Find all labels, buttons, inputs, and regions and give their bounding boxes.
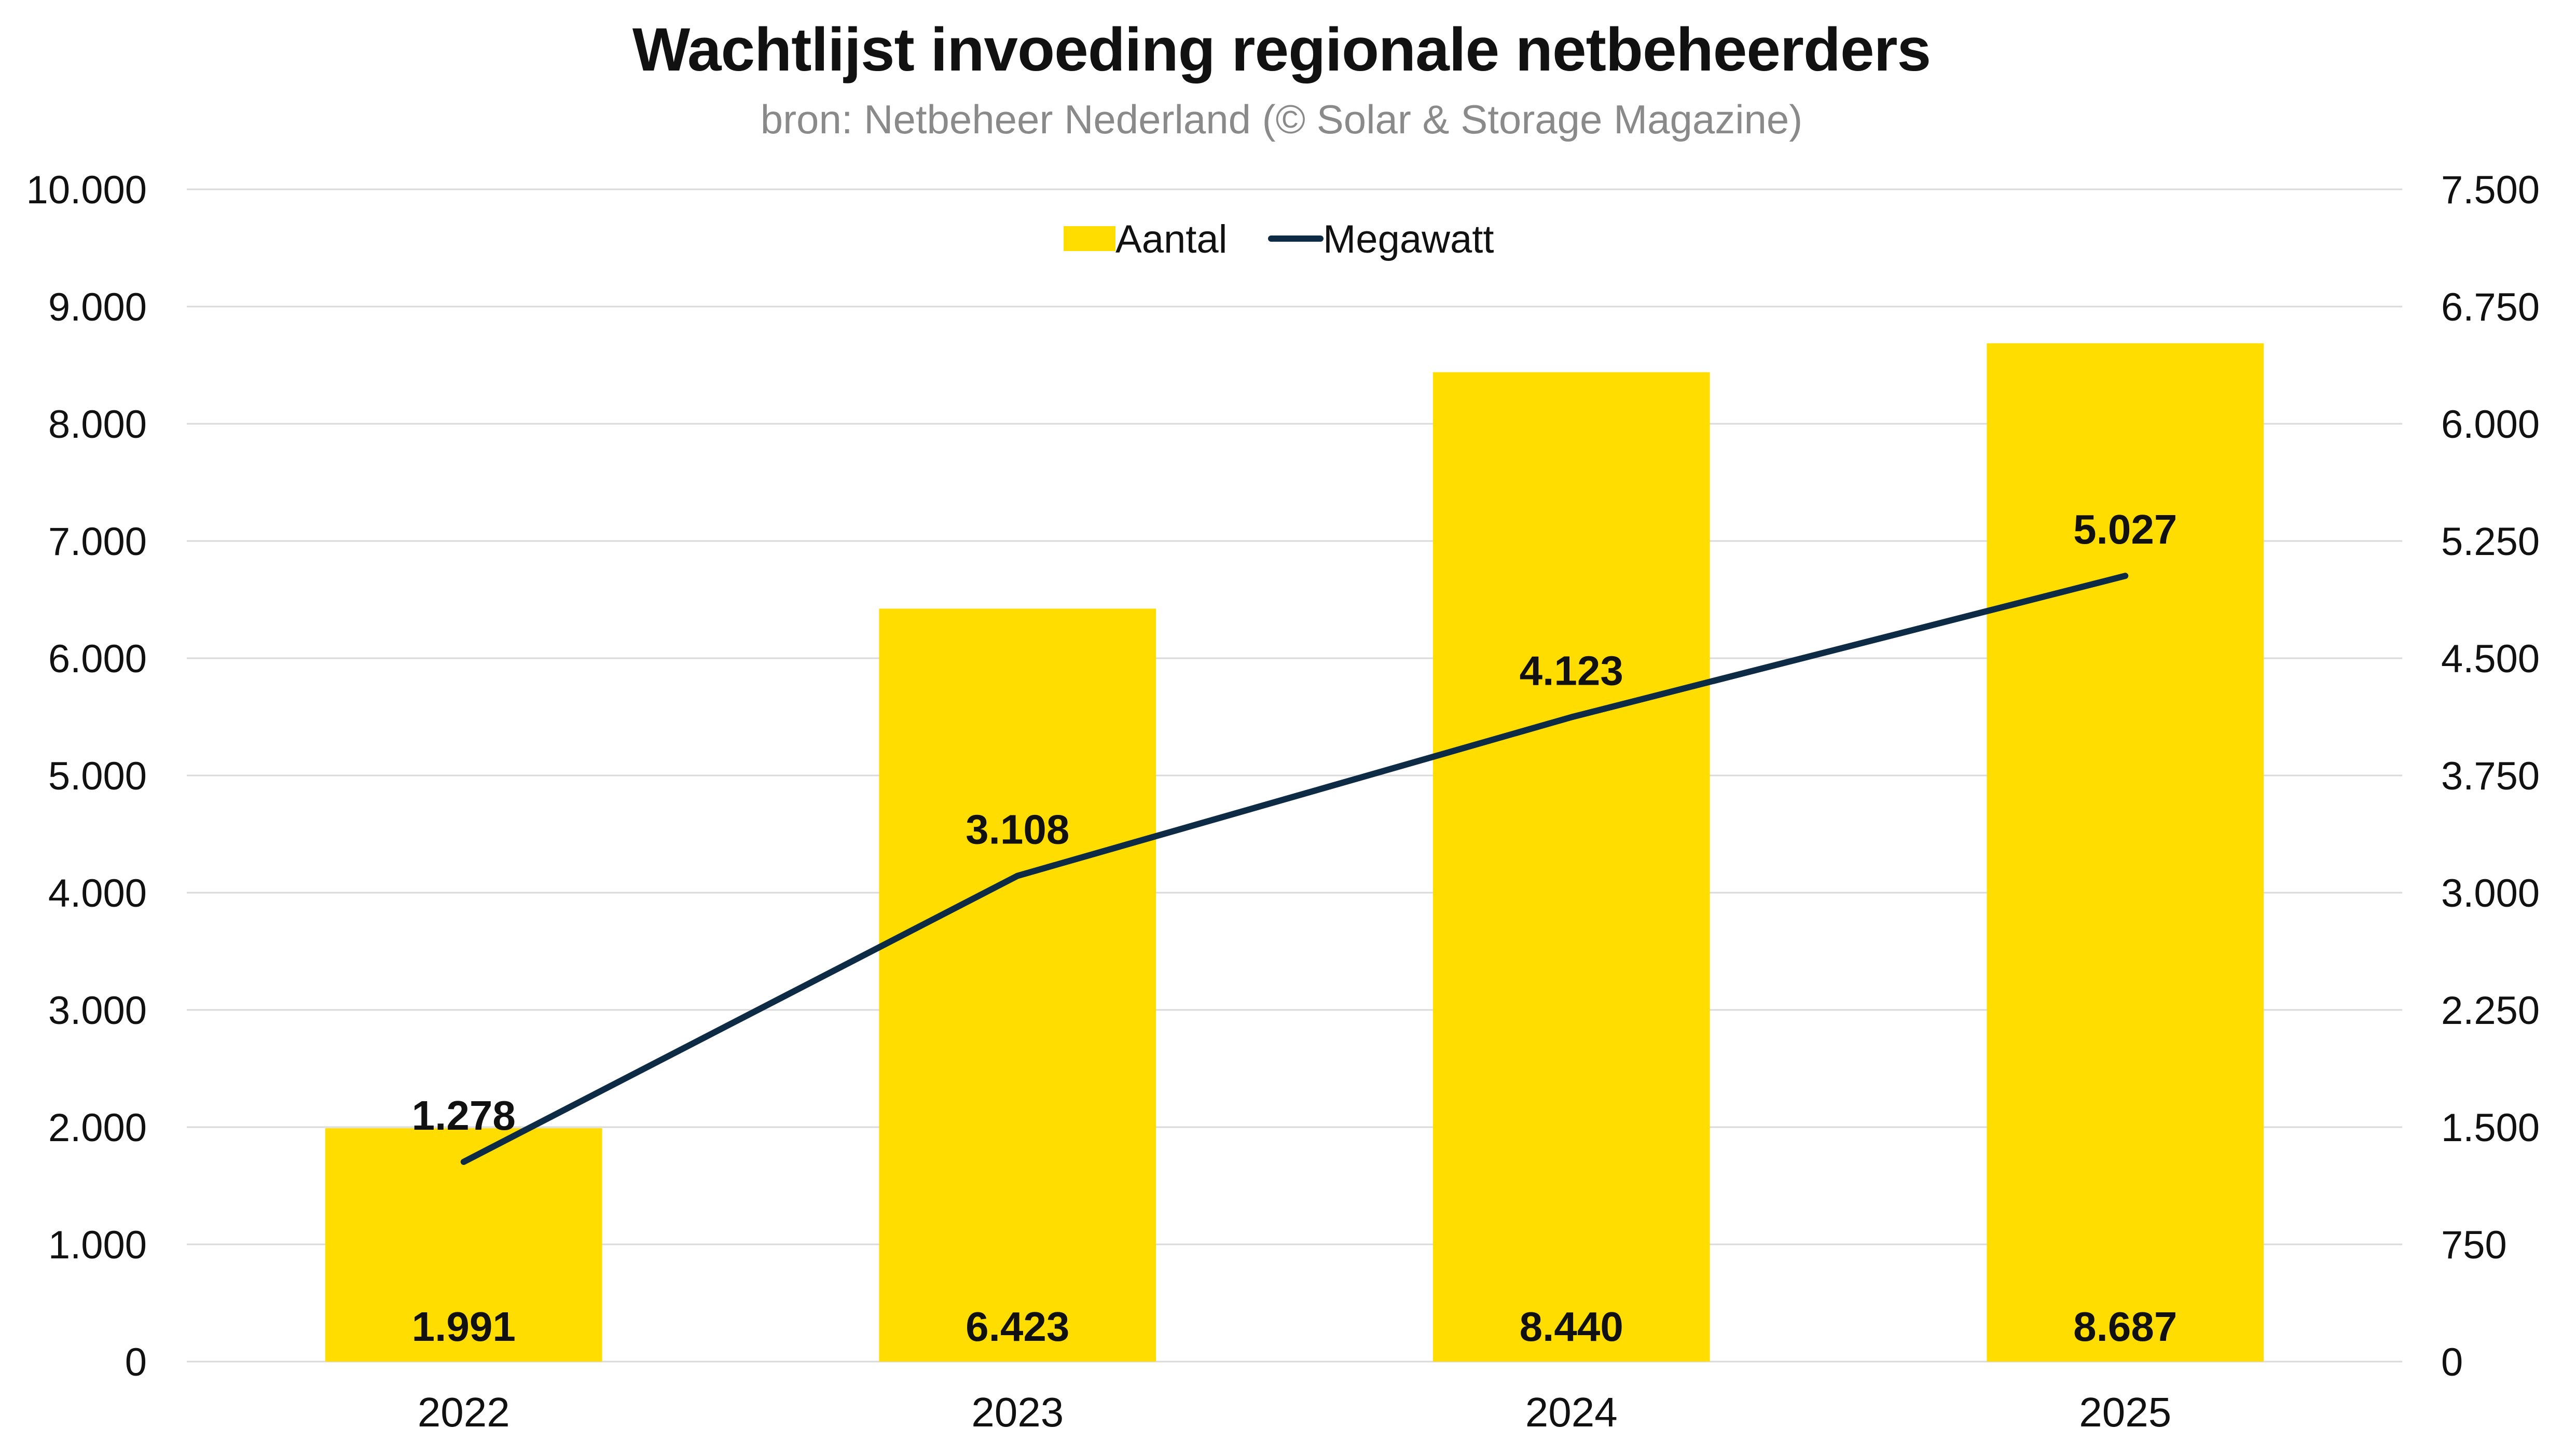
megawatt-line: [460, 573, 2129, 1165]
y-right-tick-label: 6.750: [2441, 285, 2540, 329]
megawatt-point: [461, 1159, 466, 1164]
y-right-tick-label: 1.500: [2441, 1106, 2540, 1150]
chart-title: Wachtlijst invoeding regionale netbeheer…: [632, 16, 1931, 84]
line-series: [460, 573, 2129, 1165]
bar-value-label: 1.991: [412, 1304, 516, 1350]
left-axis: 0 1.000 2.000 3.000 4.000 5.000 6.000 7.000 8.00…: [26, 168, 147, 1384]
x-tick-label: 2022: [418, 1389, 510, 1435]
line-value-label: 3.108: [966, 806, 1069, 852]
y-left-tick-label: 4.000: [48, 871, 147, 916]
data-labels: 1.991 6.423 8.440 8.687 1.278 3.108 4.123 5.027: [412, 506, 2178, 1350]
x-tick-label: 2025: [2079, 1389, 2171, 1435]
y-left-tick-label: 8.000: [48, 403, 147, 447]
bar-value-label: 8.440: [1520, 1304, 1623, 1350]
y-right-tick-label: 3.750: [2441, 754, 2540, 798]
legend-label-aantal: Aantal: [1115, 217, 1228, 261]
megawatt-point: [1015, 873, 1021, 879]
y-right-tick-label: 750: [2441, 1223, 2507, 1267]
legend-swatch-aantal: [1064, 226, 1115, 251]
y-left-tick-label: 2.000: [48, 1106, 147, 1150]
bar-2024: [1432, 372, 1710, 1362]
megawatt-point: [2123, 573, 2128, 579]
bar-2022: [325, 1128, 602, 1362]
y-left-tick-label: 6.000: [48, 637, 147, 681]
y-left-tick-label: 9.000: [48, 285, 147, 329]
right-axis: 0 750 1.500 2.250 3.000 3.750 4.500 5.250 6.000 6…: [2441, 168, 2540, 1384]
y-right-tick-label: 5.250: [2441, 520, 2540, 564]
line-value-label: 4.123: [1520, 648, 1623, 694]
y-left-tick-label: 5.000: [48, 754, 147, 798]
x-axis: 2022 2023 2024 2025: [418, 1389, 2171, 1435]
y-right-tick-label: 4.500: [2441, 637, 2540, 681]
y-right-tick-label: 7.500: [2441, 168, 2540, 212]
y-right-tick-label: 3.000: [2441, 871, 2540, 916]
legend[interactable]: Aantal Megawatt: [1064, 217, 1494, 261]
y-left-tick-label: 3.000: [48, 989, 147, 1033]
line-value-label: 1.278: [412, 1092, 516, 1139]
chart-subtitle: bron: Netbeheer Nederland (© Solar & Sto…: [760, 96, 1803, 142]
bar-2023: [879, 608, 1156, 1362]
y-right-tick-label: 6.000: [2441, 403, 2540, 447]
y-right-tick-label: 2.250: [2441, 989, 2540, 1033]
y-right-tick-label: 0: [2441, 1340, 2463, 1384]
x-tick-label: 2024: [1525, 1389, 1618, 1435]
legend-label-megawatt: Megawatt: [1323, 217, 1494, 261]
y-left-tick-label: 7.000: [48, 520, 147, 564]
y-left-tick-label: 0: [125, 1340, 147, 1384]
megawatt-point: [1568, 714, 1574, 720]
y-left-tick-label: 10.000: [26, 168, 147, 212]
bar-2025: [1987, 343, 2264, 1362]
bar-value-label: 6.423: [966, 1304, 1069, 1350]
x-tick-label: 2023: [971, 1389, 1064, 1435]
line-value-label: 5.027: [2073, 506, 2177, 552]
bars: [325, 343, 2264, 1362]
bar-value-label: 8.687: [2073, 1304, 2177, 1350]
y-left-tick-label: 1.000: [48, 1223, 147, 1267]
